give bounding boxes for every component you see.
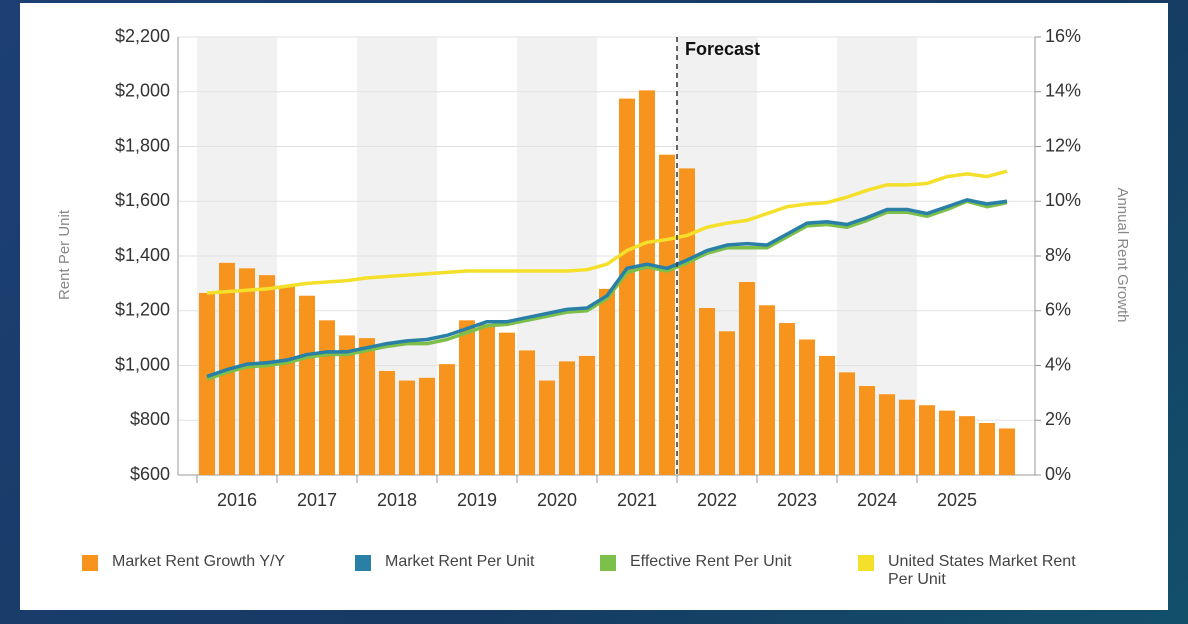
x-tick-label: 2016 xyxy=(217,490,257,510)
y-tick-label: $1,200 xyxy=(115,300,170,320)
y2-tick-label: 12% xyxy=(1045,135,1081,155)
bar xyxy=(199,292,215,475)
bar xyxy=(559,361,575,475)
bar xyxy=(319,320,335,475)
x-tick-label: 2017 xyxy=(297,490,337,510)
bar xyxy=(799,339,815,475)
legend-swatch xyxy=(600,555,616,571)
bar xyxy=(679,168,695,475)
y-tick-label: $1,000 xyxy=(115,354,170,374)
bar xyxy=(659,154,675,475)
bar xyxy=(819,355,835,475)
y2-tick-label: 2% xyxy=(1045,409,1071,429)
y2-tick-label: 0% xyxy=(1045,464,1071,484)
legend-item: Market Rent Per Unit xyxy=(355,553,585,571)
bar xyxy=(259,275,275,475)
x-tick-label: 2020 xyxy=(537,490,577,510)
bar xyxy=(299,295,315,475)
y-tick-label: $1,600 xyxy=(115,190,170,210)
bar xyxy=(879,394,895,475)
bar xyxy=(579,355,595,475)
bar xyxy=(759,305,775,475)
bar xyxy=(519,350,535,475)
y-tick-label: $800 xyxy=(130,409,170,429)
legend-label: Effective Rent Per Unit xyxy=(630,553,792,570)
line xyxy=(206,199,1008,381)
bar xyxy=(399,380,415,475)
x-tick-label: 2019 xyxy=(457,490,497,510)
legend-swatch xyxy=(82,555,98,571)
bar xyxy=(539,380,555,475)
bar xyxy=(499,332,515,475)
bar xyxy=(619,98,635,475)
bar xyxy=(859,386,875,475)
y-tick-label: $2,200 xyxy=(115,26,170,46)
bar xyxy=(919,405,935,475)
legend-swatch xyxy=(858,555,874,571)
legend-label: Market Rent Per Unit xyxy=(385,553,535,570)
x-tick-label: 2024 xyxy=(857,490,897,510)
legend-item: United States Market Rent Per Unit xyxy=(858,553,1098,589)
bar xyxy=(339,335,355,475)
bar xyxy=(979,422,995,475)
x-tick-label: 2022 xyxy=(697,490,737,510)
line xyxy=(206,198,1008,379)
y2-axis-title: Annual Rent Growth xyxy=(1114,187,1131,322)
y-axis-title: Rent Per Unit xyxy=(56,209,73,300)
bar xyxy=(959,416,975,475)
y2-tick-label: 10% xyxy=(1045,190,1081,210)
legend-label: United States Market Rent Per Unit xyxy=(888,553,1076,588)
y-tick-label: $1,800 xyxy=(115,135,170,155)
x-tick-label: 2018 xyxy=(377,490,417,510)
bar xyxy=(379,370,395,475)
bar xyxy=(479,324,495,475)
bar xyxy=(739,282,755,475)
y-tick-label: $600 xyxy=(130,464,170,484)
forecast-label: Forecast xyxy=(685,39,760,59)
bar xyxy=(239,268,255,475)
bar xyxy=(359,338,375,475)
y2-tick-label: 14% xyxy=(1045,81,1081,101)
x-tick-label: 2025 xyxy=(937,490,977,510)
bar xyxy=(899,399,915,475)
bar xyxy=(459,320,475,475)
x-tick-label: 2023 xyxy=(777,490,817,510)
y2-tick-label: 6% xyxy=(1045,300,1071,320)
bar xyxy=(999,428,1015,475)
y2-tick-label: 8% xyxy=(1045,245,1071,265)
legend-swatch xyxy=(355,555,371,571)
y2-tick-label: 16% xyxy=(1045,26,1081,46)
bar xyxy=(439,364,455,475)
bar xyxy=(699,308,715,475)
y-tick-label: $2,000 xyxy=(115,81,170,101)
bar xyxy=(419,377,435,475)
bar xyxy=(599,288,615,475)
line xyxy=(206,169,1008,295)
bar xyxy=(279,286,295,475)
bar xyxy=(639,90,655,475)
x-tick-label: 2021 xyxy=(617,490,657,510)
legend-label: Market Rent Growth Y/Y xyxy=(112,553,286,570)
bar xyxy=(939,410,955,475)
bar xyxy=(779,323,795,475)
y2-tick-label: 4% xyxy=(1045,354,1071,374)
bar xyxy=(839,372,855,475)
legend-item: Market Rent Growth Y/Y xyxy=(82,553,322,571)
legend-item: Effective Rent Per Unit xyxy=(600,553,840,571)
bar xyxy=(719,331,735,475)
y-tick-label: $1,400 xyxy=(115,245,170,265)
